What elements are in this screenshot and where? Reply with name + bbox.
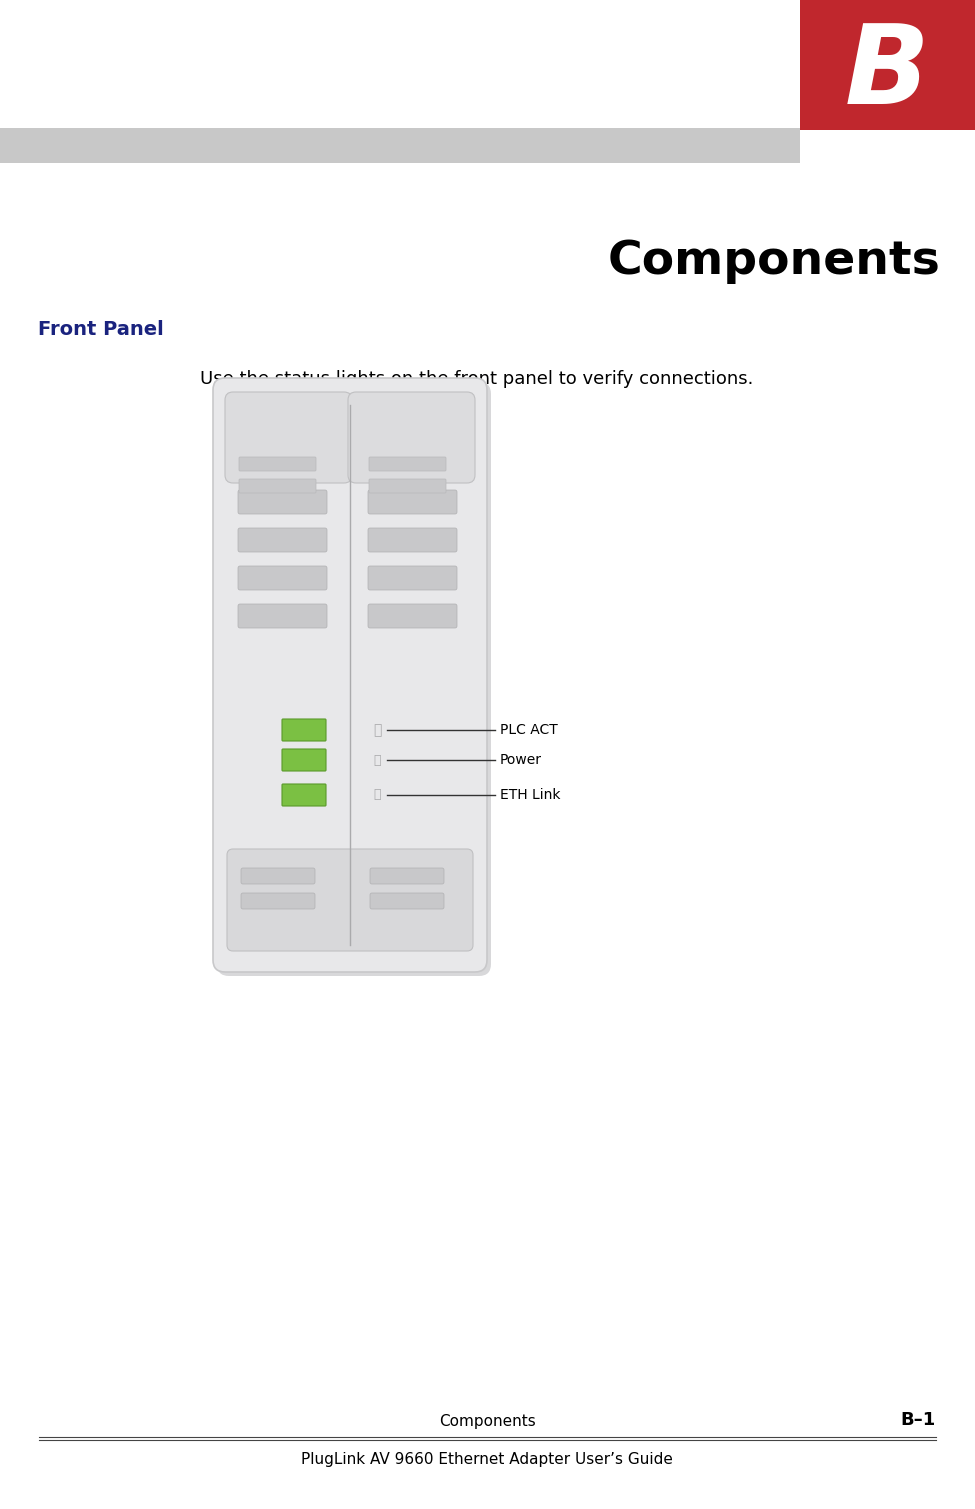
- Text: ⏻: ⏻: [373, 789, 381, 801]
- FancyBboxPatch shape: [241, 893, 315, 908]
- Text: ⏻: ⏻: [372, 723, 381, 736]
- FancyBboxPatch shape: [368, 566, 457, 590]
- FancyBboxPatch shape: [282, 748, 326, 771]
- Text: ⏻: ⏻: [373, 753, 381, 767]
- FancyBboxPatch shape: [238, 490, 327, 515]
- FancyBboxPatch shape: [348, 392, 475, 483]
- FancyBboxPatch shape: [369, 478, 446, 493]
- FancyBboxPatch shape: [282, 785, 326, 806]
- Text: Components: Components: [439, 1414, 535, 1429]
- Text: Components: Components: [607, 238, 940, 284]
- FancyBboxPatch shape: [368, 490, 457, 515]
- FancyBboxPatch shape: [238, 604, 327, 628]
- Text: ETH Link: ETH Link: [500, 788, 561, 801]
- FancyBboxPatch shape: [238, 566, 327, 590]
- Text: B: B: [844, 21, 929, 127]
- FancyBboxPatch shape: [282, 718, 326, 741]
- Bar: [0, 128, 800, 163]
- FancyBboxPatch shape: [370, 868, 444, 884]
- FancyBboxPatch shape: [213, 377, 487, 972]
- Text: PLC ACT: PLC ACT: [500, 723, 558, 736]
- FancyBboxPatch shape: [238, 528, 327, 552]
- FancyBboxPatch shape: [239, 457, 316, 471]
- FancyBboxPatch shape: [370, 893, 444, 908]
- FancyBboxPatch shape: [368, 528, 457, 552]
- FancyBboxPatch shape: [225, 392, 352, 483]
- Text: Use the status lights on the front panel to verify connections.: Use the status lights on the front panel…: [200, 370, 754, 388]
- FancyBboxPatch shape: [239, 478, 316, 493]
- Text: PlugLink AV 9660 Ethernet Adapter User’s Guide: PlugLink AV 9660 Ethernet Adapter User’s…: [301, 1452, 673, 1467]
- Bar: [800, 0, 975, 130]
- Text: B–1: B–1: [901, 1411, 936, 1429]
- FancyBboxPatch shape: [369, 457, 446, 471]
- FancyBboxPatch shape: [368, 604, 457, 628]
- Text: Power: Power: [500, 753, 542, 767]
- FancyBboxPatch shape: [241, 868, 315, 884]
- FancyBboxPatch shape: [227, 850, 473, 951]
- Text: Front Panel: Front Panel: [38, 320, 164, 340]
- FancyBboxPatch shape: [217, 382, 491, 976]
